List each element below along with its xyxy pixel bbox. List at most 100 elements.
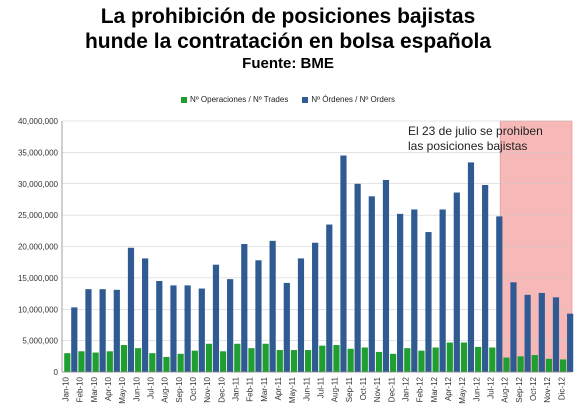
bar-orders: [212, 264, 220, 372]
x-tick-label: Apr-12: [444, 376, 453, 401]
bar-trades: [503, 357, 510, 372]
x-tick-label: Sep-12: [515, 376, 524, 402]
x-tick-label: Jul-11: [317, 376, 326, 398]
x-tick-label: Dec-10: [217, 376, 226, 402]
bar-trades: [220, 351, 227, 372]
y-tick-label: 0: [54, 368, 59, 377]
x-tick-label: Jun-11: [302, 376, 311, 400]
bar-orders: [439, 209, 446, 372]
bar-orders: [99, 289, 106, 372]
y-tick-label: 25,000,000: [18, 211, 59, 220]
bar-trades: [64, 353, 71, 372]
chart-title-line2: hunde la contratación en bolsa española: [84, 30, 492, 53]
title-block: La prohibición de posiciones bajistas hu…: [0, 4, 576, 74]
bar-trades: [78, 351, 85, 372]
x-tick-label: Aug-12: [501, 376, 510, 402]
bar-orders: [425, 232, 432, 372]
x-tick-label: Apr-11: [274, 376, 283, 400]
bar-orders: [85, 289, 92, 372]
x-tick-label: Apr-10: [104, 376, 113, 401]
x-tick-label: Dic-12: [557, 376, 566, 400]
bar-trades: [517, 356, 524, 372]
legend-item-orders: Nº Órdenes / Nº Orders: [302, 95, 395, 104]
bar-trades: [432, 347, 439, 372]
bar-trades: [489, 347, 496, 372]
x-tick-label: Mar-10: [90, 376, 99, 402]
bar-trades: [560, 359, 567, 372]
bar-trades: [106, 351, 113, 372]
bar-trades: [262, 343, 269, 372]
x-tick-label: Nov-12: [543, 376, 552, 402]
bar-trades: [149, 353, 156, 372]
y-tick-label: 40,000,000: [18, 117, 59, 126]
legend-swatch-orders: [302, 96, 309, 103]
y-tick-label: 5,000,000: [22, 337, 58, 346]
bar-orders: [71, 307, 78, 372]
bar-orders: [368, 196, 375, 372]
bar-orders: [467, 162, 475, 372]
bar-orders: [269, 240, 276, 372]
x-tick-label: Sep-11: [345, 376, 354, 402]
chart-legend: Nº Operaciones / Nº Trades Nº Órdenes / …: [0, 95, 576, 104]
legend-item-trades: Nº Operaciones / Nº Trades: [181, 95, 288, 104]
bar-orders: [241, 243, 248, 372]
bar-orders: [524, 294, 531, 372]
x-tick-label: Mar-12: [430, 376, 439, 402]
x-tick-label: May-11: [288, 376, 297, 403]
bar-trades: [290, 350, 298, 372]
bar-trades: [135, 348, 142, 372]
bar-orders: [496, 216, 503, 372]
bar-orders: [340, 155, 347, 372]
x-tick-label: Jun-12: [472, 376, 481, 401]
bar-trades: [375, 351, 383, 372]
x-tick-label: Jul-12: [487, 376, 496, 398]
bar-orders: [227, 279, 234, 372]
bar-orders: [552, 297, 560, 372]
bar-orders: [170, 285, 177, 372]
x-tick-label: Dec-11: [387, 376, 396, 402]
bar-orders: [453, 192, 460, 372]
annotation-line1: El 23 de julio se prohiben: [408, 124, 543, 138]
bar-trades: [248, 348, 255, 372]
bar-orders: [567, 313, 574, 372]
bar-trades: [361, 347, 368, 372]
x-tick-label: Aug-11: [331, 376, 340, 402]
bar-trades: [390, 353, 397, 372]
bar-orders: [198, 288, 205, 372]
y-tick-label: 15,000,000: [18, 274, 59, 283]
bar-orders: [184, 285, 191, 372]
annotation-line2: las posiciones bajistas: [408, 139, 527, 153]
bar-trades: [333, 345, 340, 372]
bar-trades: [191, 350, 198, 372]
bar-trades: [319, 345, 326, 372]
bar-trades: [347, 348, 354, 372]
x-tick-label: Sep-10: [175, 376, 184, 402]
x-tick-label: Oct-12: [529, 376, 538, 401]
legend-swatch-trades: [181, 96, 187, 103]
bar-orders: [297, 258, 305, 372]
x-tick-label: Mar-11: [260, 376, 269, 401]
x-tick-label: Feb-10: [76, 376, 85, 402]
bar-orders: [538, 292, 545, 372]
x-tick-label: Jan-11: [232, 376, 241, 400]
bar-orders: [113, 289, 120, 372]
y-tick-label: 10,000,000: [18, 305, 59, 314]
bar-orders: [354, 183, 361, 372]
bar-orders: [156, 281, 163, 372]
bar-trades: [305, 350, 312, 372]
x-tick-label: Jan-12: [402, 376, 411, 401]
x-tick-label: Oct-11: [359, 376, 368, 400]
bar-trades: [205, 343, 213, 372]
bar-orders: [510, 282, 517, 372]
bar-orders: [142, 258, 149, 372]
bar-trades: [120, 345, 128, 372]
bar-trades: [276, 350, 283, 372]
bar-trades: [475, 346, 482, 372]
legend-label-trades: Nº Operaciones / Nº Trades: [190, 95, 289, 104]
bar-orders: [411, 209, 418, 372]
bar-trades: [418, 350, 425, 372]
x-tick-label: Jul-10: [147, 376, 156, 398]
x-tick-label: Feb-12: [416, 376, 425, 402]
legend-label-orders: Nº Órdenes / Nº Orders: [311, 95, 395, 104]
